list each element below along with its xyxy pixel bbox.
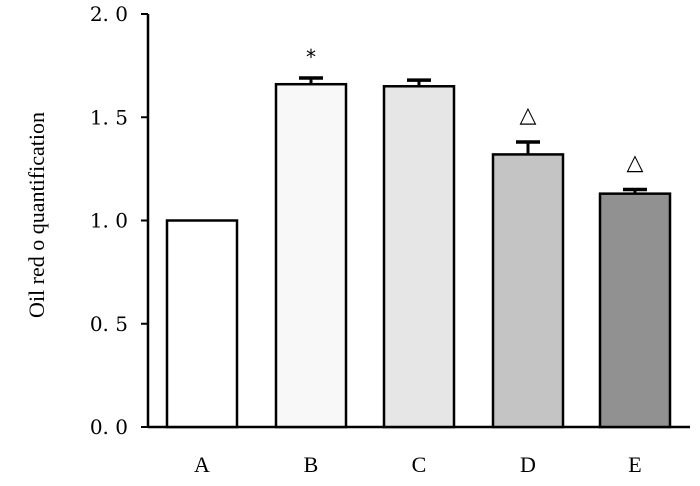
error-bars (299, 76, 647, 194)
y-tick-label: 1. 0 (90, 209, 128, 233)
x-tick-label: E (628, 452, 641, 477)
x-tick-label: D (520, 452, 536, 477)
bar (382, 85, 456, 429)
significance-marker: * (306, 45, 316, 69)
y-tick-label: 1. 5 (90, 105, 128, 129)
bar (491, 153, 565, 429)
x-tick-label: A (194, 452, 210, 477)
annotations: * △ △ (306, 45, 644, 176)
y-axis-label: Oil red o quantification (24, 112, 49, 318)
y-tick-label: 2. 0 (90, 2, 128, 26)
y-tick-label: 0. 5 (90, 312, 128, 336)
bar (274, 82, 348, 429)
labels: 0. 0 0. 5 1. 0 1. 5 2. 0 A B C D E (90, 2, 642, 477)
bars (165, 82, 672, 429)
bar (165, 219, 239, 429)
significance-marker: △ (520, 103, 537, 128)
x-tick-label: C (412, 452, 427, 477)
x-tick-label: B (304, 452, 319, 477)
bar (598, 192, 672, 429)
significance-marker: △ (627, 151, 644, 176)
y-tick-label: 0. 0 (90, 415, 128, 439)
